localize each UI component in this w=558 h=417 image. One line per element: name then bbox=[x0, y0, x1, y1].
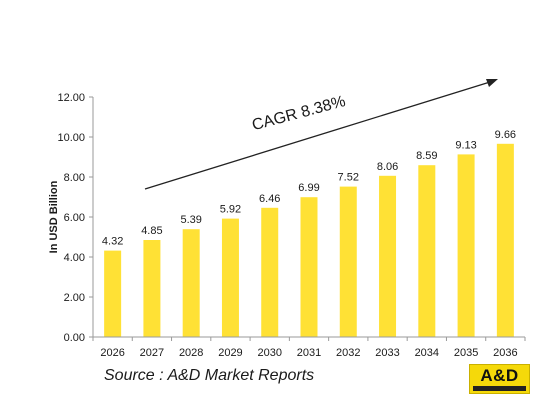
bar-2031 bbox=[300, 197, 318, 337]
x-tick-label: 2030 bbox=[257, 347, 281, 359]
logo-underline bbox=[473, 386, 526, 391]
bar-2026 bbox=[104, 250, 122, 337]
y-tick-label: 8.00 bbox=[64, 172, 85, 184]
bars bbox=[104, 143, 514, 337]
bar-2035 bbox=[457, 154, 475, 337]
data-labels: 4.32 4.85 5.39 5.92 6.46 6.99 7.52 8.06 8.59 9.13… bbox=[102, 129, 516, 248]
bar-2029 bbox=[221, 218, 239, 337]
cagr-annotation: CAGR 8.38% bbox=[250, 93, 347, 134]
data-label: 4.32 bbox=[102, 236, 123, 248]
cagr-arrow-head bbox=[486, 79, 498, 87]
bar-2036 bbox=[496, 143, 514, 337]
x-tick-label: 2029 bbox=[218, 347, 242, 359]
source-note: Source : A&D Market Reports bbox=[104, 367, 315, 384]
bar-2032 bbox=[339, 186, 357, 337]
x-tick-label: 2026 bbox=[100, 347, 124, 359]
logo-text: A&D bbox=[480, 366, 519, 385]
data-label: 4.85 bbox=[141, 225, 162, 237]
bar-2034 bbox=[418, 165, 436, 337]
x-axis-ticks: 2026 2027 2028 2029 2030 2031 2032 2033 2034 2035… bbox=[92, 337, 526, 359]
x-tick-label: 2035 bbox=[454, 347, 478, 359]
data-label: 8.59 bbox=[416, 150, 437, 162]
y-axis-title: In USD Billion bbox=[48, 180, 60, 253]
cagr-arrow bbox=[144, 79, 498, 190]
x-tick-label: 2033 bbox=[375, 347, 399, 359]
bar-2028 bbox=[182, 229, 200, 337]
y-tick-label: 0.00 bbox=[64, 332, 85, 344]
y-axis-ticks: 0.00 2.00 4.00 6.00 8.00 10.00 12.00 bbox=[57, 92, 93, 344]
data-label: 6.46 bbox=[259, 193, 280, 205]
y-tick-label: 6.00 bbox=[64, 212, 85, 224]
x-tick-label: 2031 bbox=[297, 347, 321, 359]
y-tick-label: 12.00 bbox=[57, 92, 85, 104]
bar-2030 bbox=[261, 207, 279, 337]
bar-2033 bbox=[379, 175, 397, 337]
data-label: 5.92 bbox=[220, 204, 241, 216]
x-tick-label: 2036 bbox=[493, 347, 517, 359]
x-tick-label: 2028 bbox=[179, 347, 203, 359]
data-label: 9.66 bbox=[495, 129, 516, 141]
y-tick-label: 4.00 bbox=[64, 252, 85, 264]
data-label: 7.52 bbox=[338, 172, 359, 184]
data-label: 5.39 bbox=[180, 214, 201, 226]
data-label: 9.13 bbox=[455, 139, 476, 151]
data-label: 6.99 bbox=[298, 182, 319, 194]
data-label: 8.06 bbox=[377, 161, 398, 173]
y-tick-label: 10.00 bbox=[57, 132, 85, 144]
x-tick-label: 2034 bbox=[415, 347, 439, 359]
x-tick-label: 2032 bbox=[336, 347, 360, 359]
cagr-arrow-line bbox=[144, 81, 491, 190]
y-tick-label: 2.00 bbox=[64, 292, 85, 304]
bar-2027 bbox=[143, 240, 161, 337]
x-tick-label: 2027 bbox=[140, 347, 164, 359]
brand-logo: A&D bbox=[469, 364, 530, 394]
